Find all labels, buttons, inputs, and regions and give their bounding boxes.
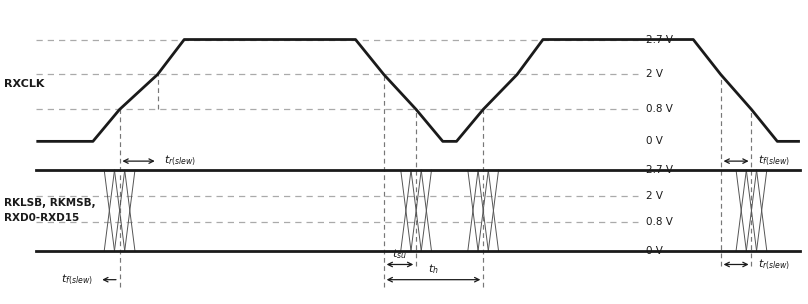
Text: 2.7 V: 2.7 V xyxy=(646,165,673,175)
Text: $t_{r(slew)}$: $t_{r(slew)}$ xyxy=(758,257,790,272)
Text: $t_{r(slew)}$: $t_{r(slew)}$ xyxy=(164,154,196,168)
Text: 0 V: 0 V xyxy=(646,246,663,256)
Text: $t_{f(slew)}$: $t_{f(slew)}$ xyxy=(61,272,92,287)
Text: RXD0-RXD15: RXD0-RXD15 xyxy=(4,213,79,223)
Text: 0.8 V: 0.8 V xyxy=(646,105,673,114)
Text: $t_h$: $t_h$ xyxy=(428,262,439,276)
Text: 2.7 V: 2.7 V xyxy=(646,35,673,44)
Text: 0.8 V: 0.8 V xyxy=(646,217,673,227)
Text: 0 V: 0 V xyxy=(646,136,663,146)
Text: $t_{su}$: $t_{su}$ xyxy=(393,247,407,261)
Text: $t_{f(slew)}$: $t_{f(slew)}$ xyxy=(758,154,789,168)
Text: 2 V: 2 V xyxy=(646,191,663,201)
Text: RXCLK: RXCLK xyxy=(4,79,44,89)
Text: RKLSB, RKMSB,: RKLSB, RKMSB, xyxy=(4,198,95,208)
Text: 2 V: 2 V xyxy=(646,70,663,79)
